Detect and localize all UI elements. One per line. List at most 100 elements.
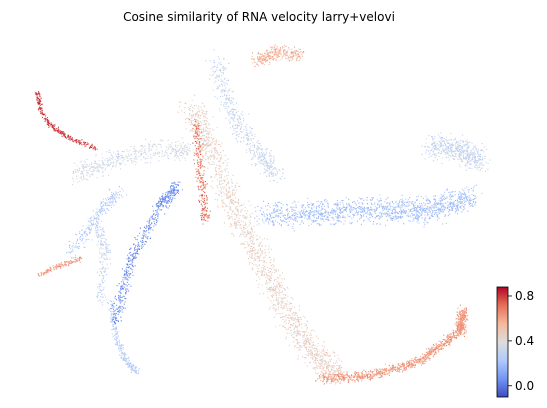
scatter-point [103,208,105,210]
scatter-point [272,58,274,60]
scatter-point [164,201,166,203]
scatter-point [55,130,57,132]
scatter-point [104,252,106,254]
scatter-point [51,125,53,127]
scatter-point [260,54,262,56]
scatter-point [277,300,279,302]
scatter-point [259,293,261,295]
scatter-point [215,80,217,82]
scatter-point [306,340,308,342]
scatter-point [37,103,39,105]
scatter-point [243,203,245,205]
scatter-point [271,49,273,51]
scatter-point [297,343,299,345]
scatter-point [130,362,132,364]
scatter-point [238,186,240,188]
scatter-point [118,345,120,347]
scatter-point [165,206,167,208]
scatter-point [124,283,126,285]
scatter-point [270,55,272,57]
scatter-point [111,155,113,157]
scatter-point [281,55,283,57]
scatter-point [116,150,118,152]
scatter-point [152,205,154,207]
scatter-point [256,273,258,275]
scatter-point [177,150,179,152]
scatter-point [127,153,129,155]
scatter-point [128,363,130,365]
scatter-point [326,354,328,356]
scatter-point [301,356,303,358]
scatter-point [122,288,124,290]
scatter-point [266,161,268,163]
scatter-point [456,311,458,313]
scatter-point [330,375,332,377]
scatter-point [275,271,277,273]
scatter-point [207,155,209,157]
scatter-point [130,366,132,368]
scatter-point [295,345,297,347]
scatter-point [256,239,258,241]
scatter-point [215,174,217,176]
scatter-point [413,364,415,366]
scatter-point [217,199,219,201]
scatter-point [227,211,229,213]
scatter-point [209,137,211,139]
scatter-point [105,247,107,249]
scatter-point [247,233,249,235]
scatter-point [260,251,262,253]
scatter-point [424,354,426,356]
scatter-point [361,371,363,373]
scatter-point [91,143,93,145]
scatter-point [113,193,115,195]
scatter-point [118,153,120,155]
scatter-point [294,312,296,314]
scatter-point [118,311,120,313]
scatter-point [166,196,168,198]
scatter-point [304,325,306,327]
scatter-point [119,294,121,296]
scatter-point [207,137,209,139]
scatter-point [52,265,54,267]
scatter-point [236,126,238,128]
scatter-point [252,144,254,146]
scatter-point [158,155,160,157]
scatter-point [118,297,120,299]
scatter-point [114,297,116,299]
scatter-point [105,254,107,256]
scatter-point [123,303,125,305]
scatter-point [125,155,127,157]
scatter-point [239,115,241,117]
scatter-point [213,60,215,62]
scatter-point [124,307,126,309]
scatter-point [260,274,262,276]
scatter-point [234,186,236,188]
scatter-point [118,298,120,300]
scatter-point [249,220,251,222]
scatter-point [40,97,42,99]
scatter-point [92,171,94,173]
scatter-point [151,223,153,225]
scatter-point [262,55,264,57]
scatter-point [326,366,328,368]
scatter-point [200,122,202,124]
scatter-point [292,52,294,54]
scatter-point [239,121,241,123]
scatter-point [327,377,329,379]
scatter-point [101,235,103,237]
scatter-point [119,302,121,304]
scatter-point [202,150,204,152]
scatter-point [296,54,298,56]
scatter-point [276,277,278,279]
scatter-point [196,118,198,120]
scatter-point [188,109,190,111]
scatter-point [110,155,112,157]
scatter-point [96,170,98,172]
scatter-point [311,355,313,357]
scatter-point [301,323,303,325]
scatter-point [122,306,124,308]
scatter-point [327,364,329,366]
scatter-point [132,151,134,153]
scatter-point [112,320,114,322]
scatter-point [241,208,243,210]
